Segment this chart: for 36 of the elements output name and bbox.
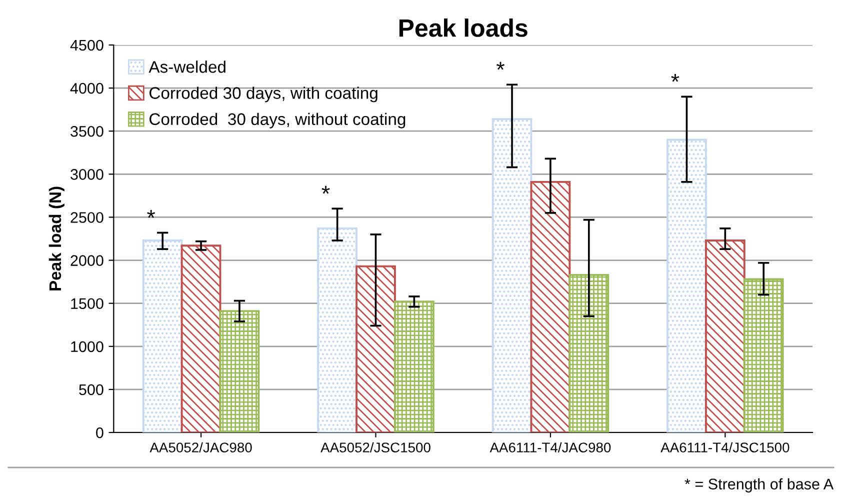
annotation: *	[322, 186, 330, 194]
bar	[394, 300, 434, 432]
bar	[219, 310, 260, 432]
x-tick-label: AA5052/JAC980	[150, 442, 252, 452]
y-tick-label: 4000	[70, 82, 104, 94]
bar	[666, 138, 707, 432]
y-tick-label: 2500	[70, 212, 104, 223]
annotation: *	[671, 74, 680, 82]
annotation: *	[496, 62, 504, 70]
legend-label: Corroded 30 days, without coating	[150, 112, 406, 128]
annotation: *	[147, 210, 156, 218]
x-tick-label: AA6111-T4/JSC1500	[660, 442, 790, 452]
bar	[530, 180, 571, 432]
bar	[568, 274, 610, 432]
x-tick-label: AA5052/JSC1500	[320, 442, 430, 452]
legend-label: Corroded 30 days, with coating	[150, 86, 378, 102]
bar	[142, 239, 183, 432]
bar	[492, 118, 532, 432]
bar	[180, 244, 222, 432]
y-tick-label: 3500	[70, 126, 104, 137]
y-tick-label: 4500	[70, 40, 104, 51]
y-tick-label: 2000	[70, 255, 104, 266]
y-tick-label: 0	[96, 427, 104, 438]
bar	[704, 239, 746, 432]
y-axis-title: Peak load (N)	[48, 186, 64, 290]
y-tick-label: 500	[79, 384, 104, 396]
y-tick-label: 1500	[71, 298, 104, 310]
chart-title: Peak loads	[399, 18, 528, 37]
x-tick-label: AA6111-T4/JAC980	[490, 442, 611, 452]
y-tick-label: 1000	[71, 341, 104, 352]
bar	[743, 278, 784, 432]
text: * = Strength of base A	[684, 478, 834, 492]
bar	[317, 227, 358, 432]
bar	[356, 265, 396, 432]
legend-label: As-welded	[148, 60, 226, 73]
y-tick-label: 3000	[70, 169, 104, 180]
